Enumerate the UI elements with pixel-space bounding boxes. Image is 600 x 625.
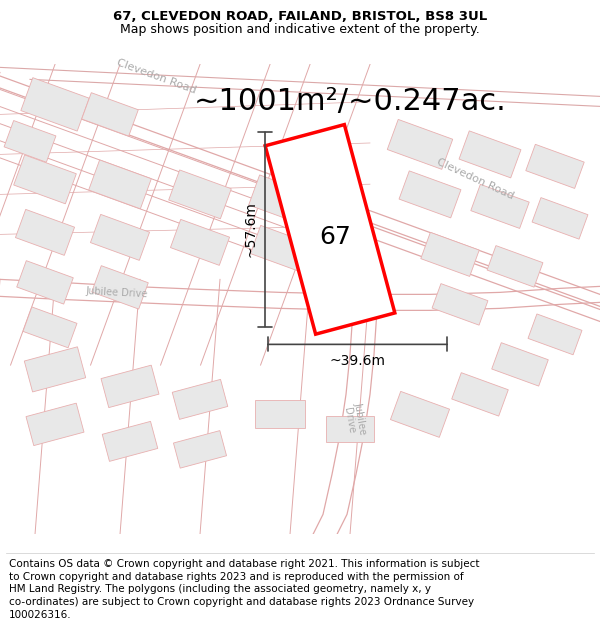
Polygon shape [326, 416, 374, 442]
Text: Clevedon Road: Clevedon Road [115, 58, 197, 96]
Polygon shape [248, 175, 311, 224]
Text: Jubilee
Drive: Jubilee Drive [341, 401, 368, 437]
Polygon shape [26, 403, 84, 446]
Polygon shape [14, 155, 76, 204]
Text: 67, CLEVEDON ROAD, FAILAND, BRISTOL, BS8 3UL: 67, CLEVEDON ROAD, FAILAND, BRISTOL, BS8… [113, 11, 487, 24]
Polygon shape [173, 431, 227, 468]
Text: Jubilee Drive: Jubilee Drive [85, 286, 148, 299]
Polygon shape [487, 246, 543, 287]
Polygon shape [421, 232, 479, 276]
Polygon shape [250, 226, 310, 271]
Polygon shape [101, 365, 159, 408]
Polygon shape [21, 78, 89, 131]
Polygon shape [526, 144, 584, 188]
Polygon shape [255, 401, 305, 428]
Text: ~39.6m: ~39.6m [329, 354, 386, 368]
Polygon shape [92, 266, 148, 309]
Polygon shape [452, 372, 508, 416]
Polygon shape [170, 219, 230, 266]
Text: Contains OS data © Crown copyright and database right 2021. This information is : Contains OS data © Crown copyright and d… [9, 559, 479, 569]
Polygon shape [459, 131, 521, 178]
Polygon shape [387, 119, 453, 169]
Polygon shape [24, 347, 86, 392]
Text: ~57.6m: ~57.6m [243, 201, 257, 258]
Text: HM Land Registry. The polygons (including the associated geometry, namely x, y: HM Land Registry. The polygons (includin… [9, 584, 431, 594]
Text: 100026316.: 100026316. [9, 610, 71, 620]
Text: Map shows position and indicative extent of the property.: Map shows position and indicative extent… [120, 22, 480, 36]
Polygon shape [102, 421, 158, 461]
Polygon shape [23, 307, 77, 348]
Polygon shape [17, 261, 73, 304]
Polygon shape [172, 379, 228, 419]
Polygon shape [169, 170, 232, 219]
Polygon shape [532, 198, 588, 239]
Polygon shape [91, 214, 149, 261]
Polygon shape [82, 92, 138, 136]
Polygon shape [492, 342, 548, 386]
Polygon shape [265, 124, 395, 334]
Polygon shape [399, 171, 461, 218]
Polygon shape [432, 284, 488, 325]
Polygon shape [4, 121, 56, 162]
Polygon shape [89, 160, 151, 209]
Text: ~1001m²/~0.247ac.: ~1001m²/~0.247ac. [194, 88, 506, 116]
Polygon shape [528, 314, 582, 355]
Text: to Crown copyright and database rights 2023 and is reproduced with the permissio: to Crown copyright and database rights 2… [9, 571, 464, 581]
Text: co-ordinates) are subject to Crown copyright and database rights 2023 Ordnance S: co-ordinates) are subject to Crown copyr… [9, 598, 474, 608]
Polygon shape [391, 391, 449, 438]
Polygon shape [471, 184, 529, 228]
Polygon shape [16, 209, 74, 256]
Text: Clevedon Road: Clevedon Road [435, 157, 515, 202]
Text: 67: 67 [319, 226, 351, 249]
